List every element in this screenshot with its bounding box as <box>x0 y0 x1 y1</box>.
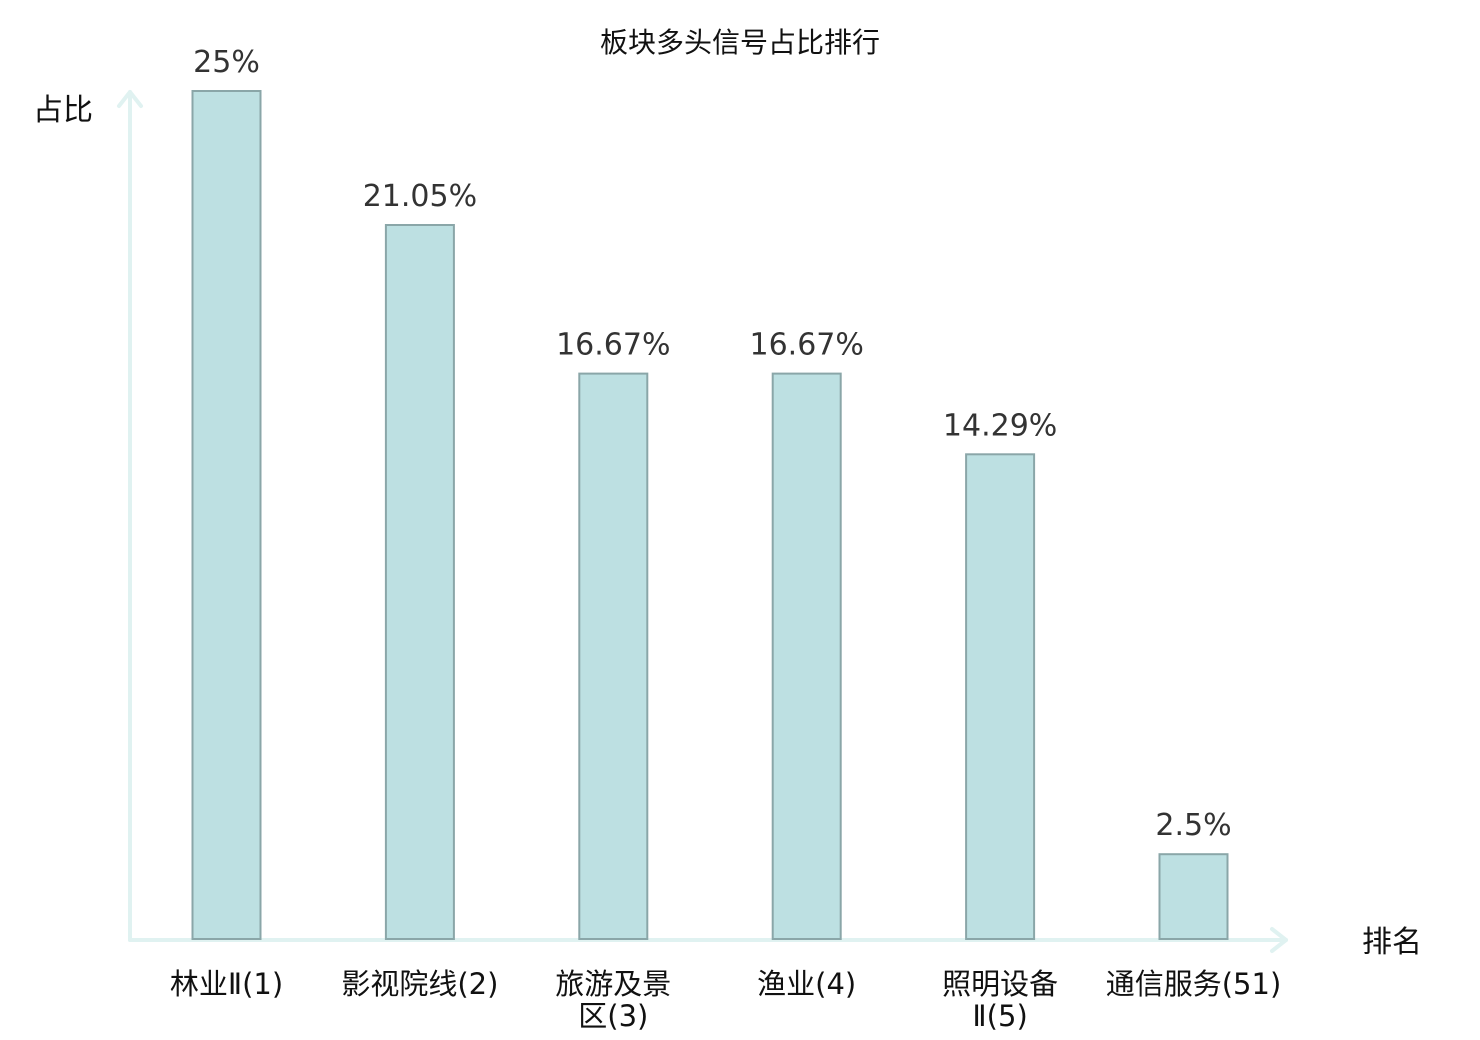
value-label-1: 25% <box>193 45 260 80</box>
category-label-line: 渔业(4) <box>757 967 856 1001</box>
y-axis-label: 占比 <box>33 93 93 128</box>
category-label-line: 旅游及景 <box>555 967 671 1001</box>
category-label-line: Ⅱ(5) <box>972 999 1027 1033</box>
category-label-4: 渔业(4) <box>757 967 856 1001</box>
x-axis-arrow <box>1270 927 1288 953</box>
category-label-line: 照明设备 <box>942 967 1058 1001</box>
category-label-3: 旅游及景区(3) <box>555 967 671 1033</box>
value-label-3: 16.67% <box>556 328 670 363</box>
value-label-2: 21.05% <box>363 179 477 214</box>
bar-2 <box>384 224 455 940</box>
category-label-6: 通信服务(51) <box>1106 967 1282 1001</box>
y-axis-arrow <box>117 90 143 108</box>
category-label-2: 影视院线(2) <box>341 967 498 1001</box>
category-label-line: 林业Ⅱ(1) <box>170 967 283 1001</box>
category-label-1: 林业Ⅱ(1) <box>170 967 283 1001</box>
x-axis-label: 排名 <box>1362 925 1422 960</box>
value-label-4: 16.67% <box>750 328 864 363</box>
bar-5 <box>965 453 1036 940</box>
value-labels: 25% 21.05% 16.67% 16.67% 14.29% 2.5% <box>193 45 1231 843</box>
bar-6 <box>1158 853 1229 941</box>
bar-1 <box>191 90 262 940</box>
value-label-5: 14.29% <box>943 408 1057 443</box>
bar-4 <box>771 372 842 941</box>
bars <box>191 90 1229 941</box>
category-label-line: 区(3) <box>578 999 648 1033</box>
category-label-line: 通信服务(51) <box>1106 967 1282 1001</box>
chart-title: 板块多头信号占比排行 <box>600 26 880 59</box>
category-labels: 林业Ⅱ(1) 影视院线(2) 旅游及景区(3) 渔业(4) 照明设备 Ⅱ(5) 通信服务(5… <box>170 967 1281 1033</box>
category-label-line: 影视院线(2) <box>341 967 498 1001</box>
category-label-5: 照明设备 Ⅱ(5) <box>942 967 1058 1033</box>
value-label-6: 2.5% <box>1155 808 1231 843</box>
x-axis <box>128 927 1288 953</box>
y-axis <box>117 90 143 942</box>
bar-3 <box>578 372 649 941</box>
